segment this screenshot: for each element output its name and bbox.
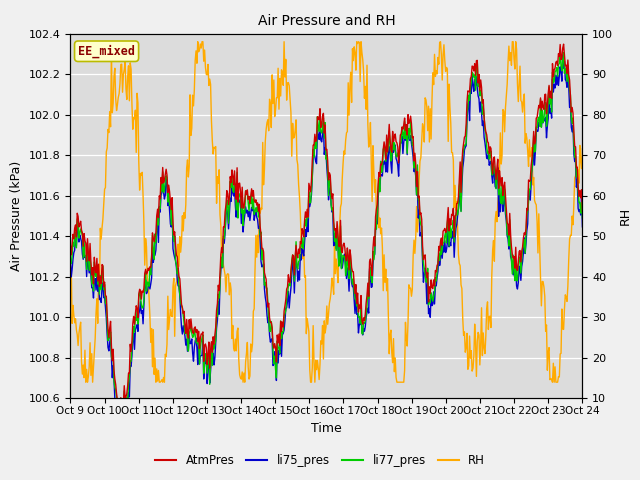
Title: Air Pressure and RH: Air Pressure and RH xyxy=(257,14,396,28)
Y-axis label: Air Pressure (kPa): Air Pressure (kPa) xyxy=(10,161,23,271)
Y-axis label: RH: RH xyxy=(619,207,632,225)
Legend: AtmPres, li75_pres, li77_pres, RH: AtmPres, li75_pres, li77_pres, RH xyxy=(150,449,490,472)
Text: EE_mixed: EE_mixed xyxy=(78,45,135,58)
X-axis label: Time: Time xyxy=(311,421,342,434)
